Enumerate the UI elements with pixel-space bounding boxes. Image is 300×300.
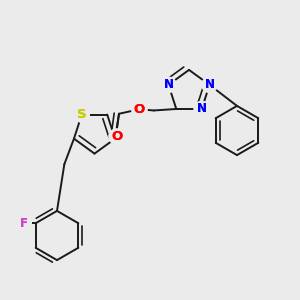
Circle shape (109, 129, 124, 144)
Text: N: N (164, 78, 173, 91)
Text: N: N (205, 78, 214, 91)
Circle shape (194, 101, 209, 116)
Circle shape (161, 77, 176, 92)
Text: F: F (20, 217, 28, 230)
Text: N: N (205, 78, 214, 91)
Text: N: N (197, 103, 207, 116)
Text: S: S (77, 108, 87, 121)
Circle shape (74, 107, 89, 122)
Circle shape (109, 129, 124, 144)
Circle shape (161, 77, 176, 92)
Circle shape (194, 101, 209, 116)
Circle shape (132, 102, 147, 117)
Text: O: O (111, 130, 122, 143)
Text: O: O (134, 103, 145, 116)
Text: N: N (164, 78, 173, 91)
Text: S: S (77, 108, 87, 121)
Text: N: N (197, 103, 207, 116)
Circle shape (132, 102, 147, 117)
Circle shape (16, 216, 31, 231)
Circle shape (202, 77, 217, 92)
Circle shape (74, 107, 89, 122)
Circle shape (202, 77, 217, 92)
Text: F: F (20, 217, 28, 230)
Text: O: O (134, 103, 145, 116)
Circle shape (16, 216, 31, 231)
Text: O: O (111, 130, 122, 143)
